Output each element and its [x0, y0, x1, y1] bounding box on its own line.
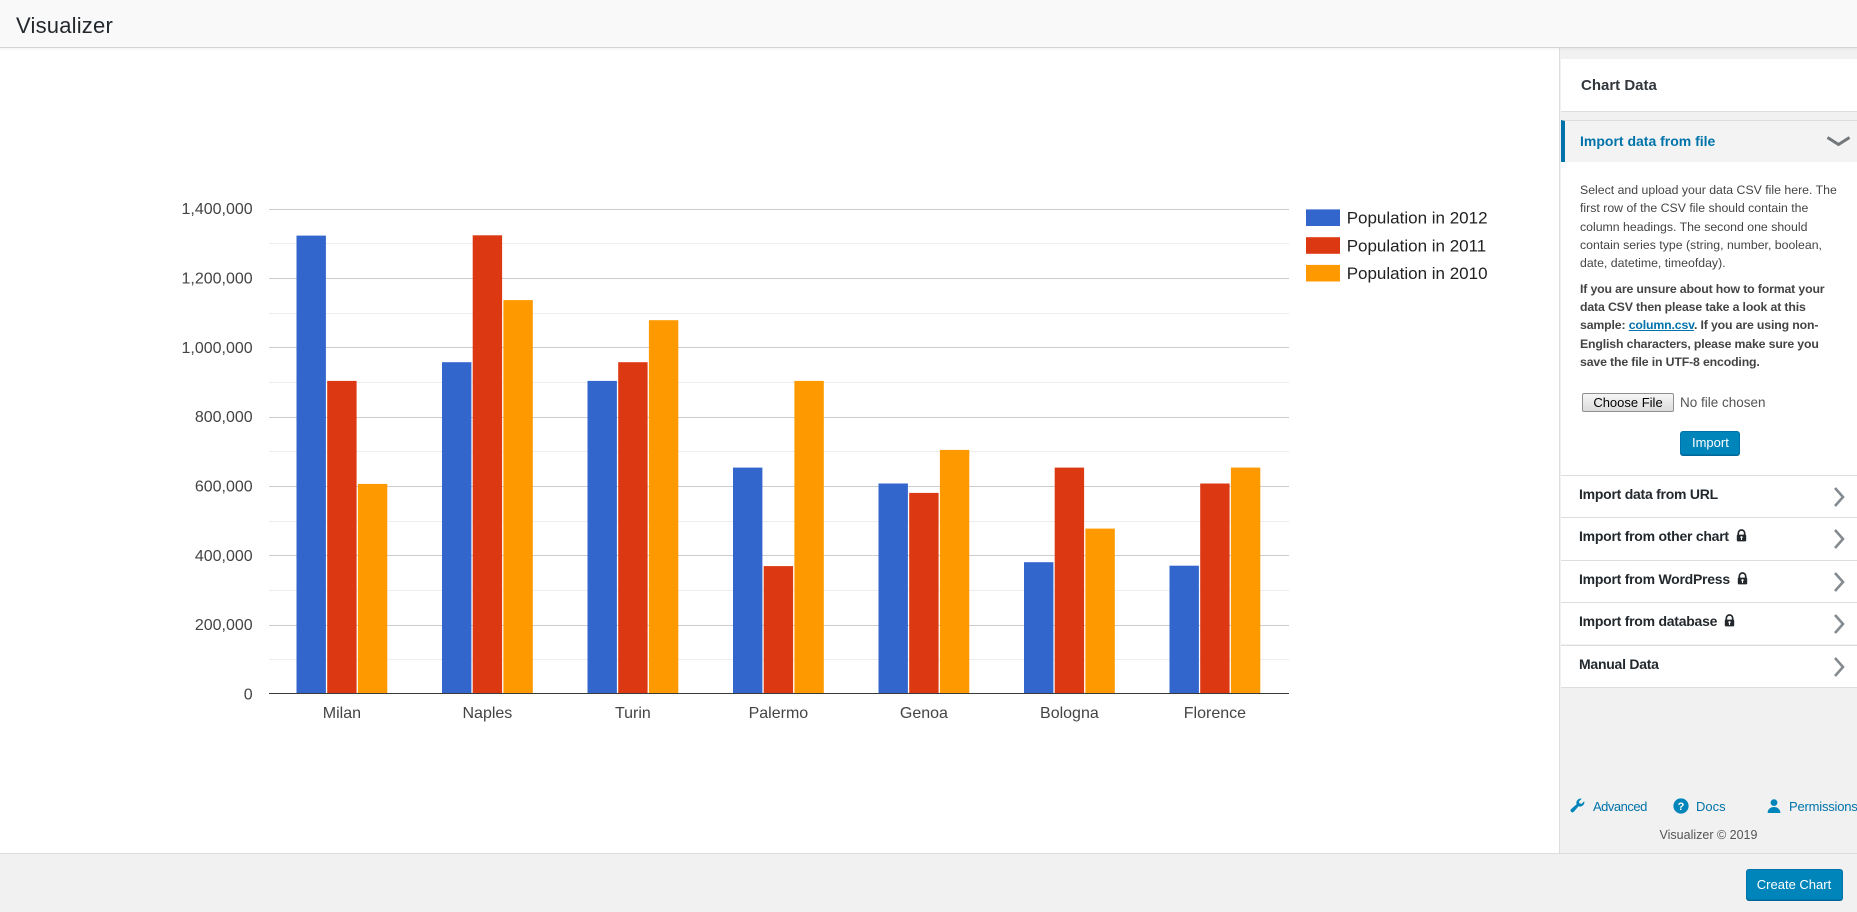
svg-text:Naples: Naples	[462, 705, 512, 722]
svg-text:Turin: Turin	[615, 705, 651, 722]
svg-text:Genoa: Genoa	[900, 705, 948, 722]
svg-text:Florence: Florence	[1184, 705, 1246, 722]
svg-text:1,400,000: 1,400,000	[182, 201, 253, 218]
svg-text:600,000: 600,000	[195, 479, 253, 496]
svg-text:Population in 2012: Population in 2012	[1347, 209, 1488, 228]
svg-text:?: ?	[1678, 801, 1685, 813]
svg-text:400,000: 400,000	[195, 548, 253, 565]
svg-text:0: 0	[244, 687, 253, 704]
svg-text:Milan: Milan	[323, 705, 361, 722]
svg-text:Palermo: Palermo	[749, 705, 809, 722]
svg-text:800,000: 800,000	[195, 409, 253, 426]
svg-text:Population in 2010: Population in 2010	[1347, 264, 1488, 283]
svg-text:Bologna: Bologna	[1040, 705, 1099, 722]
svg-text:1,000,000: 1,000,000	[182, 340, 253, 357]
svg-text:1,200,000: 1,200,000	[182, 270, 253, 287]
svg-text:200,000: 200,000	[195, 617, 253, 634]
svg-text:Population in 2011: Population in 2011	[1347, 236, 1487, 255]
